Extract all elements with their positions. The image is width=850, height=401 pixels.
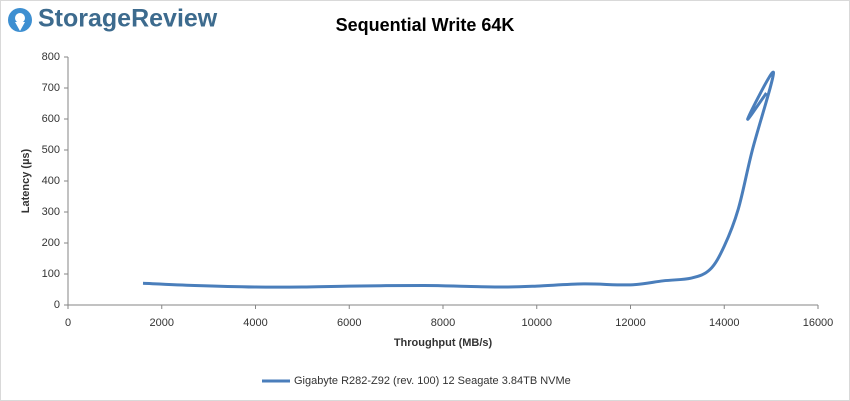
x-tick-label: 12000 — [615, 317, 646, 329]
x-tick-label: 6000 — [337, 317, 361, 329]
y-tick-label: 400 — [42, 175, 60, 187]
chart-title: Sequential Write 64K — [336, 15, 515, 35]
y-tick-label: 200 — [42, 237, 60, 249]
x-tick-label: 10000 — [521, 317, 552, 329]
x-tick-label: 16000 — [803, 317, 834, 329]
y-tick-label: 100 — [42, 268, 60, 280]
x-tick-label: 2000 — [150, 317, 174, 329]
y-tick-label: 0 — [54, 299, 60, 311]
logo — [8, 8, 32, 32]
x-tick-label: 14000 — [709, 317, 740, 329]
series-line — [142, 70, 775, 289]
x-tick-label: 0 — [65, 317, 71, 329]
y-tick-label: 300 — [42, 206, 60, 218]
y-tick-label: 700 — [42, 82, 60, 94]
x-tick-label: 8000 — [431, 317, 455, 329]
x-axis-title: Throughput (MB/s) — [394, 337, 493, 349]
x-tick-label: 4000 — [243, 317, 267, 329]
y-tick-label: 800 — [42, 51, 60, 63]
legend-label: Gigabyte R282-Z92 (rev. 100) 12 Seagate … — [294, 375, 571, 387]
y-axis-title: Latency (µs) — [20, 148, 32, 213]
y-tick-label: 500 — [42, 144, 60, 156]
y-tick-label: 600 — [42, 113, 60, 125]
brand: StorageReview — [38, 5, 218, 33]
